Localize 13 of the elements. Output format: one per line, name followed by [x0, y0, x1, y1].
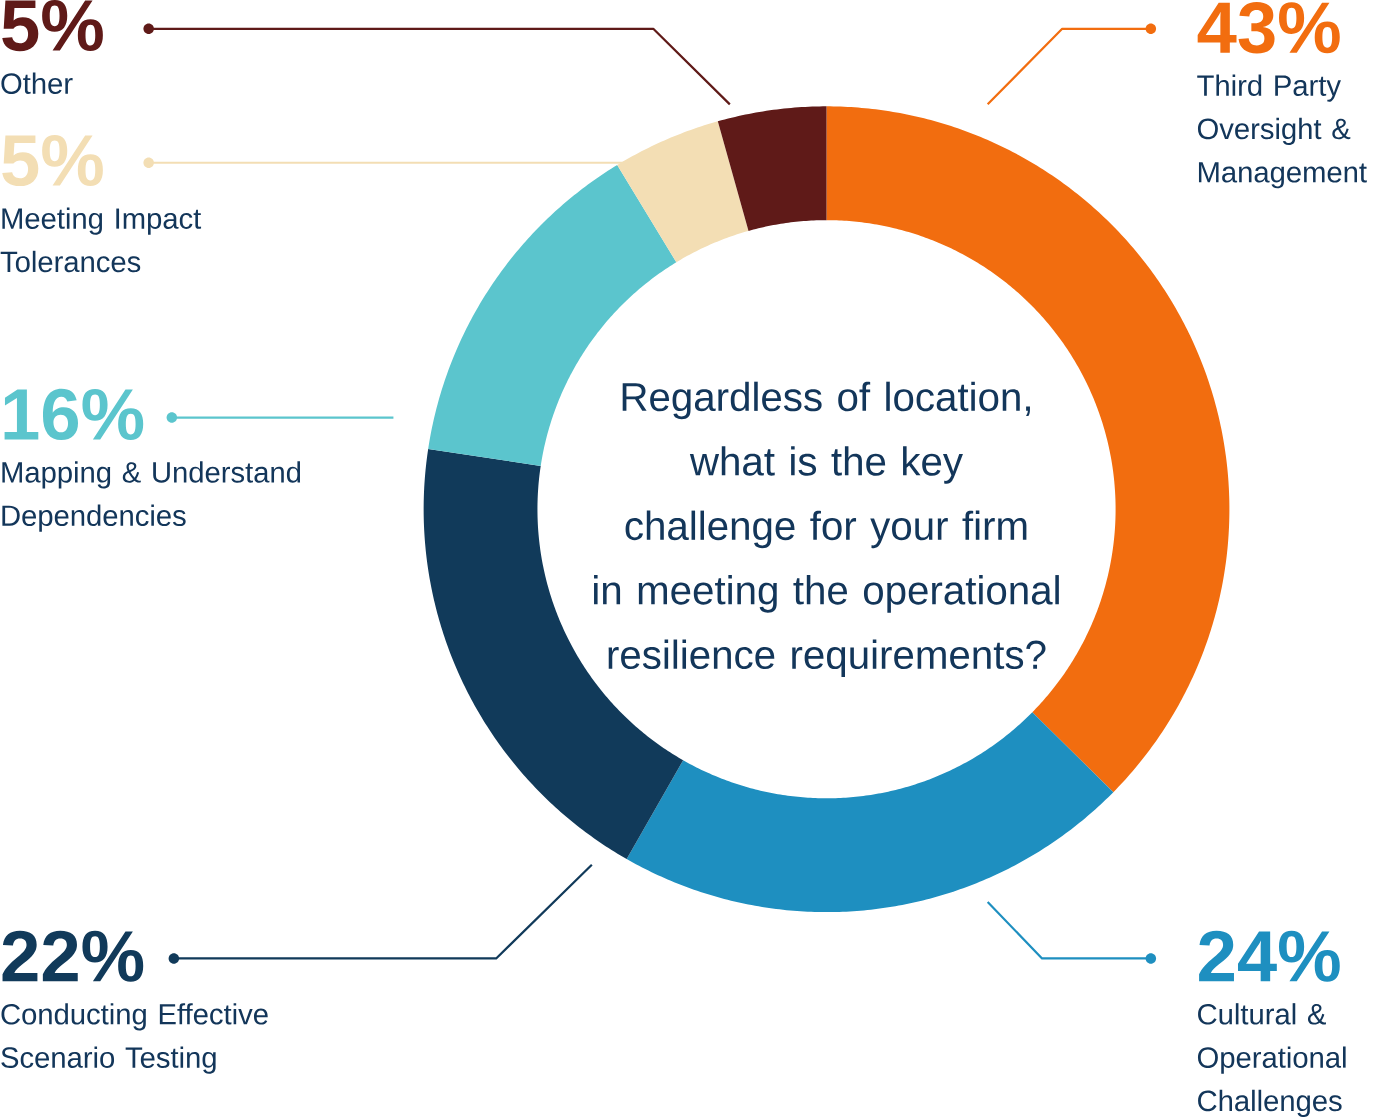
slice-label: Cultural & Operational Challenges [1197, 1003, 1346, 1117]
text: Regardless of location, what is the key challenge for your firm in meeting the operational resilience requirements? [594, 381, 1059, 678]
slice-label: Mapping & Understand Dependencies [2, 461, 301, 532]
data-label: 16% [4, 388, 144, 441]
data-label: 24% [1199, 930, 1340, 982]
slice-label: Third Party Oversight & Management [1197, 74, 1367, 189]
data-label: 5% [2, 134, 103, 187]
data-label: 22% [2, 930, 144, 982]
data-label: 5% [2, 0, 103, 52]
slice-label: Other [1, 72, 73, 94]
slice-label: Meeting Impact Tolerances [0, 207, 202, 273]
data-label: 43% [1197, 2, 1340, 54]
slice-label: Conducting Effective Scenario Testing [1, 1003, 268, 1074]
